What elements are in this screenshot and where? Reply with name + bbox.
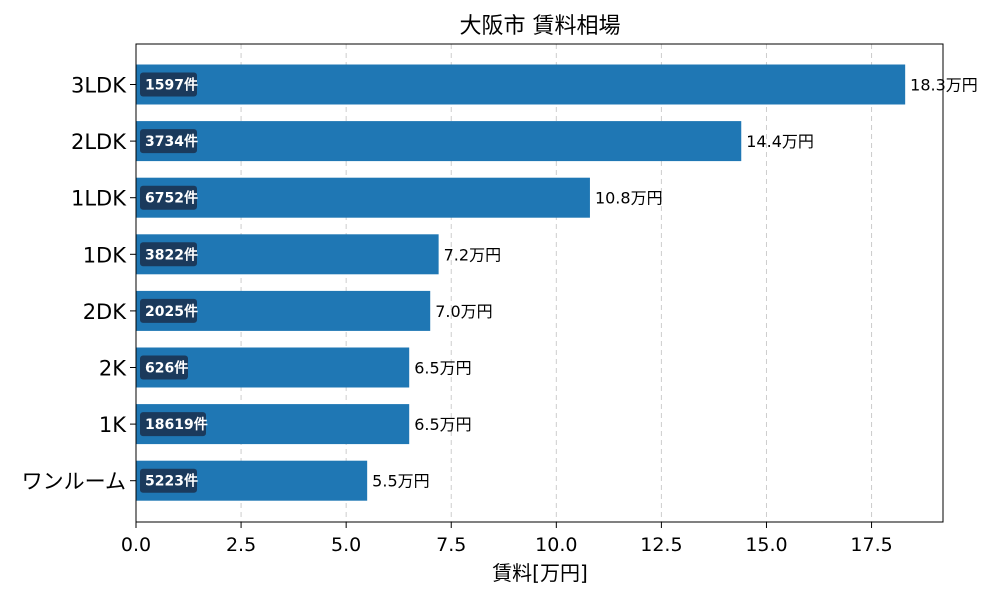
category-label: 2DK	[83, 300, 128, 324]
value-label: 6.5万円	[414, 359, 471, 378]
count-badge	[140, 298, 197, 323]
value-label: 18.3万円	[910, 76, 978, 95]
bar	[136, 64, 906, 105]
count-badge	[140, 412, 206, 437]
count-label: 3734件	[145, 133, 198, 150]
count-badge	[140, 129, 197, 154]
category-label: 3LDK	[71, 74, 127, 98]
count-badge	[140, 72, 197, 97]
x-tick-label: 5.0	[331, 534, 361, 556]
category-label: 1DK	[83, 243, 128, 267]
x-tick-label: 17.5	[850, 534, 892, 556]
x-axis-ticks: 0.0 2.5 5.0 7.5 10.0 12.5 15.0 17.5	[121, 522, 893, 556]
category-label: 2K	[99, 357, 127, 381]
plot-frame	[135, 43, 944, 523]
category-label: 2LDK	[71, 130, 127, 154]
category-label: 1LDK	[71, 187, 127, 211]
value-label: 7.2万円	[444, 245, 501, 264]
count-badge	[140, 355, 188, 380]
value-label: 14.4万円	[746, 132, 814, 151]
y-axis-categories: 3LDK 2LDK 1LDK 1DK 2DK 2K 1K ワンルーム	[22, 74, 136, 494]
count-badge	[140, 242, 197, 267]
chart-title: 大阪市 賃料相場	[460, 14, 621, 39]
value-label: 10.8万円	[595, 189, 663, 208]
count-label: 6752件	[145, 190, 198, 207]
x-tick-label: 7.5	[436, 534, 466, 556]
count-badge	[140, 468, 197, 493]
count-label: 626件	[145, 360, 188, 377]
x-tick-label: 10.0	[535, 534, 577, 556]
bar	[136, 121, 742, 162]
x-tick-label: 0.0	[121, 534, 151, 556]
count-label: 5223件	[145, 473, 198, 490]
grid-lines	[240, 44, 873, 522]
category-label: ワンルーム	[22, 470, 126, 494]
count-label: 1597件	[145, 77, 198, 94]
x-tick-label: 12.5	[640, 534, 682, 556]
count-label: 2025件	[145, 303, 198, 320]
count-label: 18619件	[145, 416, 208, 433]
value-label: 6.5万円	[414, 415, 471, 434]
category-label: 1K	[99, 413, 127, 437]
value-label: 5.5万円	[372, 472, 429, 491]
count-badge	[140, 185, 197, 210]
count-label: 3822件	[145, 246, 198, 263]
value-label: 7.0万円	[435, 302, 492, 321]
bar	[136, 177, 590, 218]
x-axis-label: 賃料[万円]	[492, 561, 588, 585]
bars: 1597件 18.3万円 3734件 14.4万円 6752件 10.8万円 3822件 7.…	[136, 64, 978, 501]
x-tick-label: 2.5	[226, 534, 256, 556]
x-tick-label: 15.0	[745, 534, 787, 556]
